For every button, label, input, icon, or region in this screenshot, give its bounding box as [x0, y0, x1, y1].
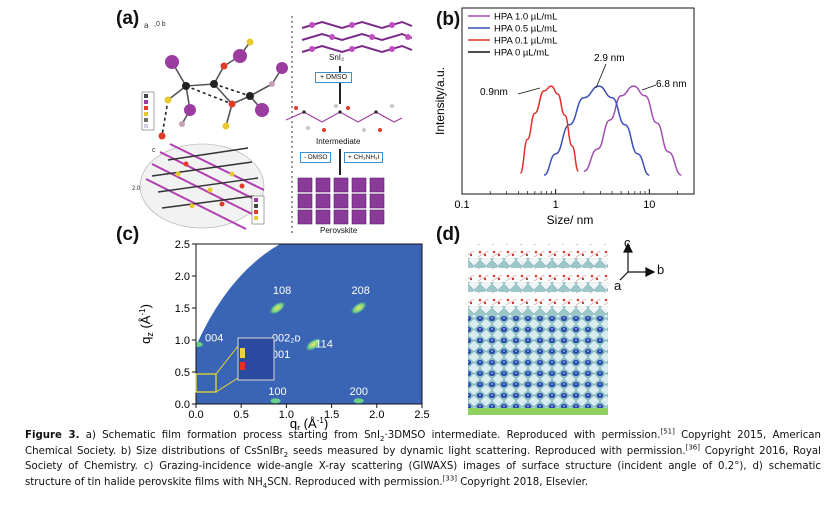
sni2-dmso-cluster: a ,0 b [144, 21, 288, 140]
y-tick-label: 1.0 [175, 335, 190, 347]
svg-text:2.0: 2.0 [132, 186, 141, 192]
diffraction-spot-100 [270, 398, 281, 404]
svg-text:c: c [152, 147, 156, 154]
y-tick-label: 0.5 [175, 367, 190, 379]
plot-frame [461, 7, 695, 195]
sni2-label: SnI₂ [329, 53, 345, 62]
diffraction-spot-108 [268, 300, 287, 316]
y-tick-label: 2.5 [175, 239, 190, 251]
intermediate-label: Intermediate [316, 137, 361, 146]
svg-text:a: a [144, 21, 149, 30]
legend-label: HPA 0.1 µL/mL [494, 36, 557, 47]
x-tick-label: 1.0 [279, 409, 294, 421]
panel-c-label: (c) [116, 224, 140, 245]
atom-legend [141, 91, 155, 131]
legend-label: HPA 0.5 µL/mL [494, 24, 557, 35]
step-add-dmso: + DMSO [315, 72, 353, 83]
x-tick-label: 2.0 [369, 409, 384, 421]
crystal-axes [619, 242, 656, 281]
giwaxs-map: 108 208 004 002₂ᴅ 001 114 100 200 0.0 0.5 1.0 1.5 2… [138, 239, 430, 430]
x-tick-label: 1 [553, 199, 559, 211]
diffraction-spot-208 [350, 300, 368, 316]
legend-label: HPA 0 µL/mL [494, 48, 549, 59]
perovskite-structure [297, 177, 385, 225]
intermediate-structure [285, 104, 403, 132]
sni2-structure [301, 20, 413, 54]
axis-b-label: b [657, 262, 665, 277]
y-tick-label: 0.0 [175, 399, 190, 411]
diffraction-spot-114 [304, 337, 323, 352]
axis-c-label: c [624, 235, 631, 250]
x-tick-label: 2.5 [414, 409, 429, 421]
zoom-inset [237, 337, 275, 381]
arrow-down-1 [339, 66, 341, 104]
panel-a-figure: a ,0 b c 2.0 [132, 16, 413, 234]
diffraction-spot-004 [196, 341, 203, 347]
diffraction-spot-200 [353, 398, 364, 404]
x-tick-label: 0.5 [234, 409, 249, 421]
panel-d-label: (d) [436, 224, 461, 245]
perovskite-label: Perovskite [320, 226, 358, 235]
arrow-down-2 [339, 149, 341, 175]
figure-caption: Figure 3. a) Schematic film formation pr… [25, 427, 821, 490]
caption-figure-number: Figure 3. [25, 430, 80, 441]
spot-label-5: 114 [315, 339, 333, 351]
spot-label-3: 002₂ᴅ [272, 332, 301, 344]
svg-text:,0 b: ,0 b [154, 21, 166, 28]
panel-a-label: (a) [116, 8, 140, 29]
series-line-1 [543, 85, 650, 176]
substrate [468, 408, 608, 415]
y-axis-label: Intensity/a.u. [433, 67, 447, 135]
spot-label-1: 208 [351, 285, 369, 297]
step-add-mai: + CH₃NH₃I [344, 152, 384, 163]
series-line-0 [583, 85, 682, 176]
x-tick-label: 10 [643, 199, 655, 211]
legend-label: HPA 1.0 µL/mL [494, 12, 557, 23]
x-tick-label: 1.5 [324, 409, 339, 421]
spot-label-4: 001 [272, 349, 290, 361]
spot-label-7: 200 [350, 386, 368, 398]
zoom-region [195, 373, 217, 393]
peak-label-0-9nm: 0.9nm [480, 87, 508, 98]
y-axis-label-qz: qz (Å-1) [138, 304, 155, 344]
y-tick-label: 1.5 [175, 303, 190, 315]
spot-label-2: 004 [205, 332, 223, 344]
panel-b-label: (b) [436, 9, 461, 30]
step-remove-dmso: - DMSO [300, 152, 332, 163]
perovskite-film-schematic [468, 242, 656, 415]
peak-label-2-9nm: 2.9 nm [594, 53, 625, 64]
packed-structure: c 2.0 [132, 143, 265, 230]
peak-label-6-8nm: 6.8 nm [656, 79, 687, 90]
y-tick-label: 2.0 [175, 271, 190, 283]
x-tick-label: 0.1 [454, 199, 469, 211]
series-line-2 [519, 85, 580, 174]
spot-label-6: 100 [268, 386, 286, 398]
x-axis-label: Size/ nm [547, 213, 594, 227]
bulk-perovskite-layer [468, 316, 608, 408]
x-tick-label: 0.0 [188, 409, 203, 421]
axis-a-label: a [614, 278, 622, 293]
spot-label-0: 108 [273, 285, 291, 297]
